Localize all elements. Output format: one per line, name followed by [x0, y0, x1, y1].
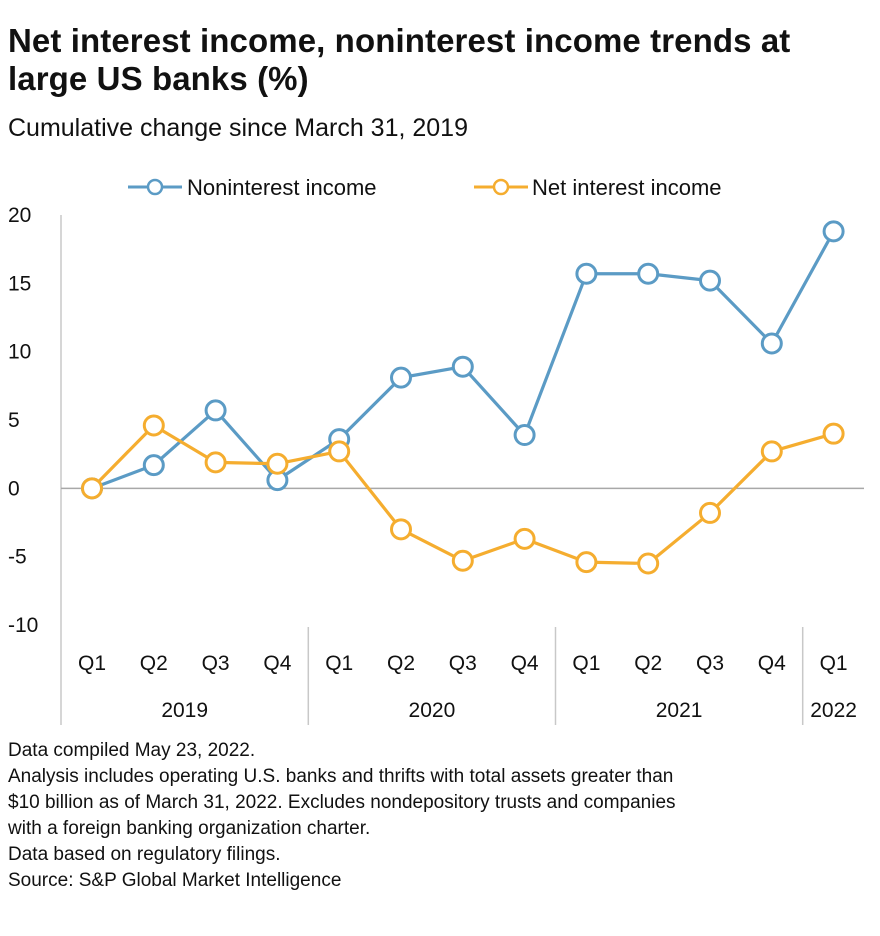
x-tick-label: Q4 [511, 652, 539, 675]
x-tick-label: Q1 [820, 652, 848, 675]
legend: Noninterest income Net interest income [128, 175, 722, 200]
y-tick-label: 10 [8, 341, 31, 364]
data-point [266, 452, 289, 475]
x-tick-label: Q1 [78, 652, 106, 675]
data-point [390, 518, 412, 541]
y-tick-label: -5 [8, 546, 27, 569]
data-point [390, 366, 412, 389]
x-tick-label: Q2 [140, 652, 168, 675]
axes: 20 15 10 5 0 -5 -10 Q1 Q2 Q3 Q4 Q1 Q2 Q3 Q4 Q1 Q2 Q3 Q4 Q1 2… [8, 204, 864, 725]
footnote-analysis-2: $10 billion as of March 31, 2022. Exclud… [8, 792, 676, 813]
data-point [328, 440, 351, 463]
data-point [760, 440, 783, 463]
x-tick-label: Q3 [449, 652, 477, 675]
year-label: 2021 [656, 699, 703, 722]
x-tick-label: Q2 [634, 652, 662, 675]
year-label: 2019 [161, 699, 208, 722]
data-point [451, 549, 474, 572]
data-point [204, 399, 227, 422]
data-point [699, 501, 721, 524]
data-point [81, 477, 103, 500]
legend-marker [146, 178, 164, 196]
footnote-compiled: Data compiled May 23, 2022. [8, 740, 256, 761]
y-tick-label: -10 [8, 614, 38, 637]
footnote-source: Source: S&P Global Market Intelligence [8, 870, 342, 891]
y-tick-label: 0 [8, 477, 20, 500]
line-chart: Noninterest income Net interest income 20… [8, 175, 864, 725]
data-point [822, 220, 845, 243]
data-point [575, 262, 598, 285]
year-label: 2022 [810, 699, 857, 722]
data-point [699, 269, 721, 292]
plot-area [81, 220, 845, 575]
legend-marker [492, 178, 510, 196]
legend-label: Net interest income [532, 175, 722, 200]
data-point [204, 451, 227, 474]
footnotes: Data compiled May 23, 2022. Analysis inc… [8, 738, 876, 894]
series-line [90, 423, 835, 566]
data-point [822, 422, 845, 445]
data-point [451, 355, 474, 378]
x-tick-label: Q4 [263, 652, 291, 675]
x-tick-label: Q4 [758, 652, 786, 675]
data-point [575, 551, 598, 574]
x-tick-label: Q1 [572, 652, 600, 675]
y-tick-label: 20 [8, 204, 31, 227]
x-tick-label: Q3 [696, 652, 724, 675]
data-point [637, 552, 660, 575]
data-point [513, 424, 536, 447]
data-point [142, 454, 165, 477]
chart-title: Net interest income, noninterest income … [8, 22, 791, 97]
chart-subtitle: Cumulative change since March 31, 2019 [8, 114, 468, 142]
legend-label: Noninterest income [187, 175, 377, 200]
footnote-analysis-1: Analysis includes operating U.S. banks a… [8, 766, 674, 787]
x-tick-label: Q1 [325, 652, 353, 675]
y-tick-label: 5 [8, 409, 20, 432]
year-label: 2020 [409, 699, 456, 722]
data-point [142, 414, 165, 437]
y-tick-label: 15 [8, 272, 31, 295]
data-point [760, 332, 783, 355]
data-point [637, 262, 660, 285]
footnote-analysis-3: with a foreign banking organization char… [8, 818, 371, 839]
footnote-regulatory: Data based on regulatory filings. [8, 844, 281, 865]
x-tick-label: Q2 [387, 652, 415, 675]
data-point [513, 527, 536, 550]
x-tick-label: Q3 [202, 652, 230, 675]
